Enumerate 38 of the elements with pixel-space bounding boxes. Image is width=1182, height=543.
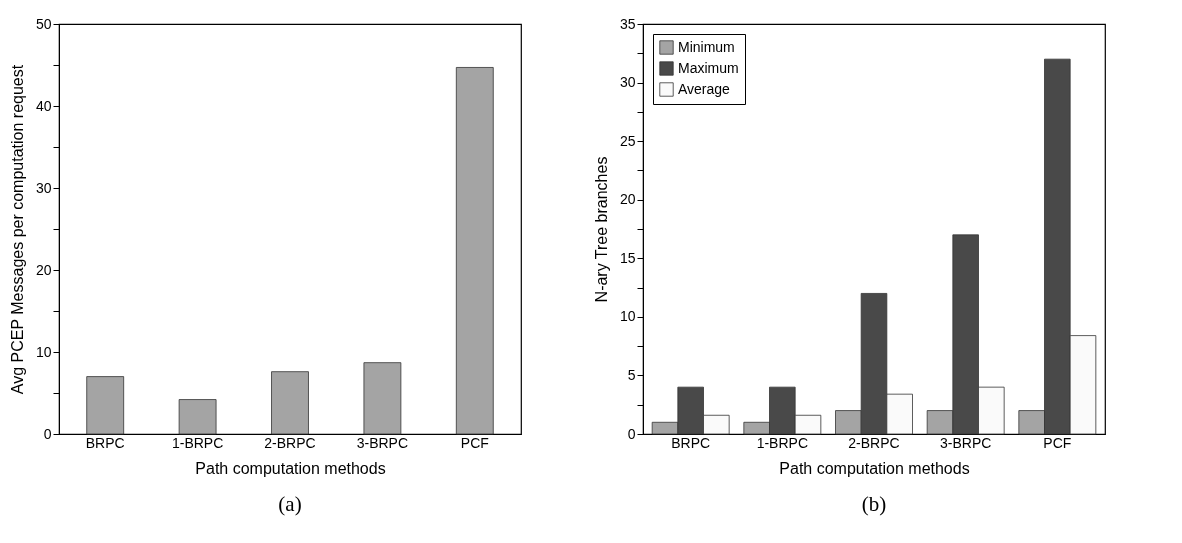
- y-axis-title: N-ary Tree branches: [592, 156, 610, 303]
- x-tick-label: 3-BRPC: [356, 434, 409, 451]
- y-tick-label: 10: [35, 343, 52, 360]
- legend-label: Minimum: [678, 38, 735, 55]
- x-tick-label: 2-BRPC: [848, 434, 900, 451]
- y-tick-label: 30: [35, 179, 52, 196]
- legend-label: Average: [678, 80, 731, 97]
- text: (b): [861, 492, 887, 516]
- y-tick-label: 10: [619, 308, 636, 325]
- x-tick-label: 1-BRPC: [171, 434, 224, 451]
- bar: [178, 399, 217, 435]
- bar: [271, 371, 309, 435]
- text: (a): [278, 492, 302, 516]
- x-tick-label: PCF: [460, 434, 489, 451]
- x-tick-label: 2-BRPC: [264, 434, 316, 451]
- y-tick-label: 35: [619, 15, 636, 32]
- x-tick-label: 3-BRPC: [939, 434, 992, 451]
- bar: [363, 362, 402, 435]
- x-tick-label: BRPC: [85, 434, 125, 451]
- y-tick-label: 5: [627, 366, 636, 383]
- y-axis-title: Avg PCEP Messages per computation request: [8, 64, 26, 395]
- y-tick-label: 25: [619, 132, 636, 149]
- x-tick-label: BRPC: [671, 434, 711, 451]
- x-axis-title: Path computation methods: [779, 459, 970, 477]
- x-tick-label: 1-BRPC: [756, 434, 809, 451]
- y-tick-label: 20: [619, 191, 636, 208]
- y-tick-label: 0: [43, 425, 52, 442]
- x-tick-label: PCF: [1043, 434, 1072, 451]
- y-tick-label: 50: [35, 15, 52, 32]
- bar: [86, 376, 125, 435]
- legend-label: Maximum: [678, 59, 739, 76]
- bar: [455, 67, 494, 435]
- y-tick-label: 0: [627, 425, 636, 442]
- y-tick-label: 20: [35, 261, 52, 278]
- y-tick-label: 40: [35, 97, 52, 114]
- y-tick-label: 15: [619, 249, 636, 266]
- x-axis-title: Path computation methods: [195, 459, 386, 477]
- y-tick-label: 30: [619, 74, 636, 91]
